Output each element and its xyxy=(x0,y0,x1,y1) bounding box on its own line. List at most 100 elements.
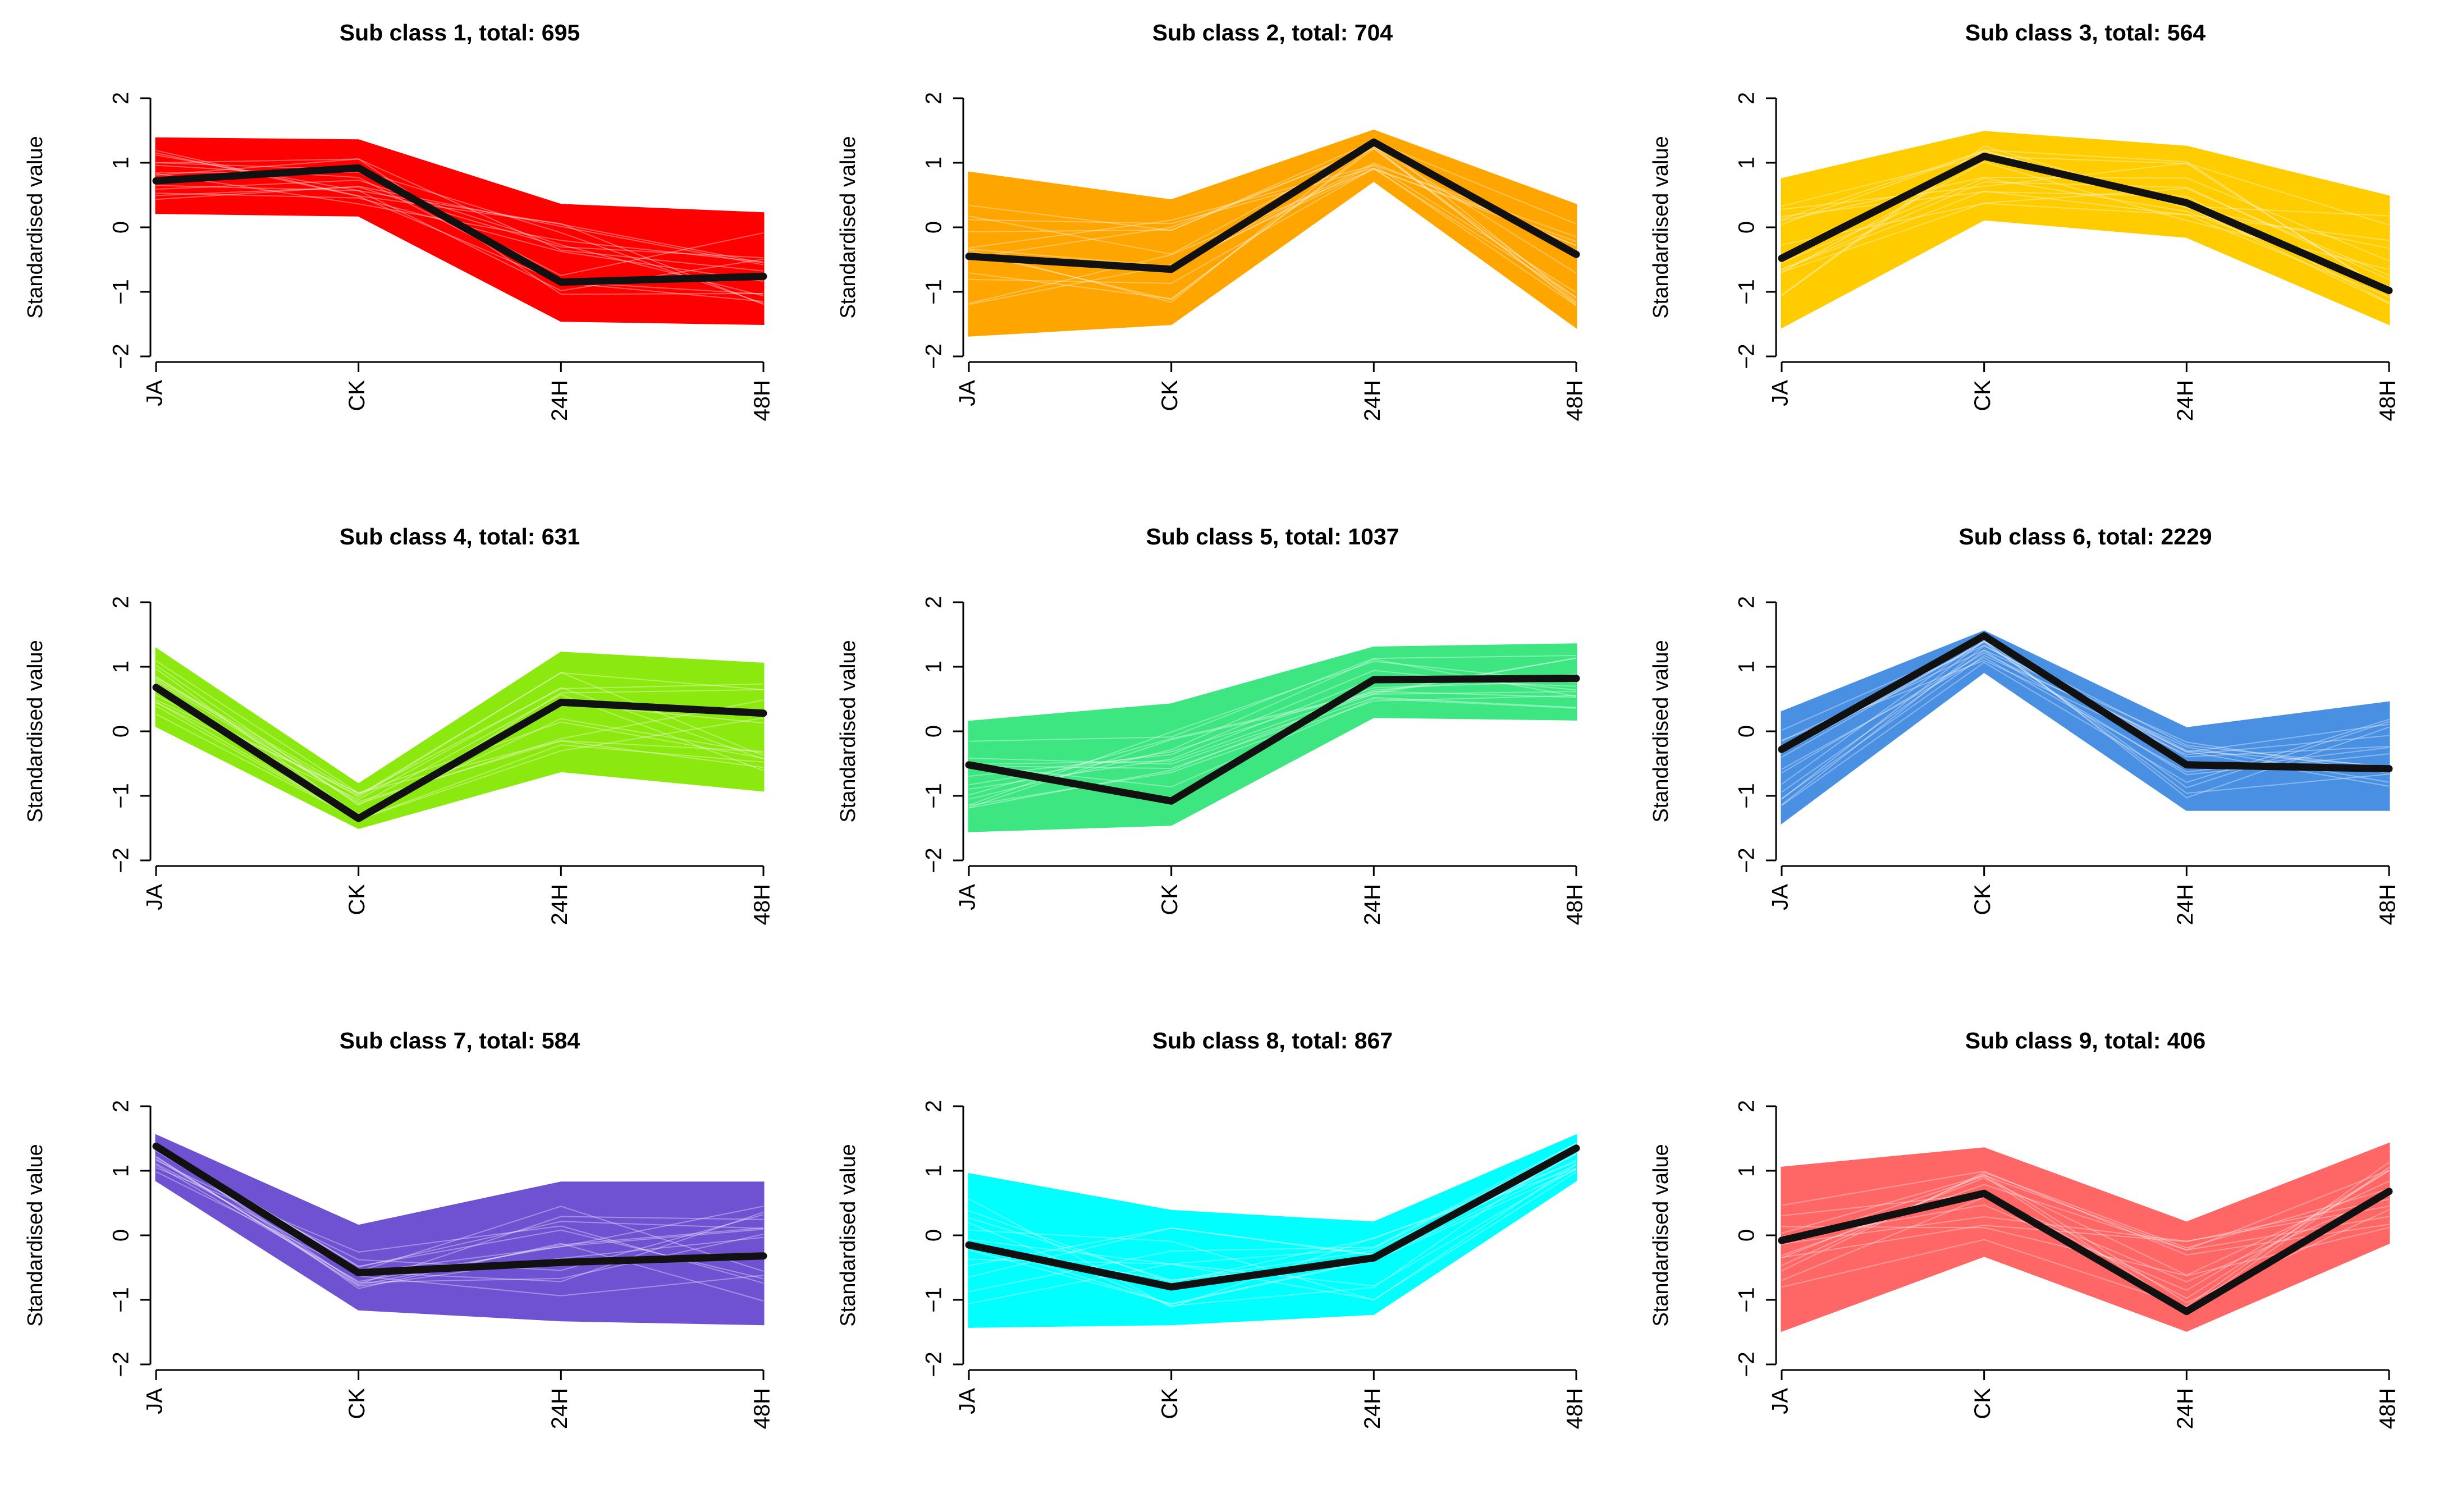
profile-line xyxy=(155,672,764,798)
x-tick-label: 48H xyxy=(1563,380,1587,421)
profile-line xyxy=(1781,203,2390,297)
chart-title: Sub class 1, total: 695 xyxy=(340,20,580,45)
chart-panel-2: Sub class 2, total: 704 Standardised valu… xyxy=(813,0,1626,504)
profile-line xyxy=(1781,149,2390,296)
y-tick-label: −2 xyxy=(922,847,946,873)
profile-line xyxy=(968,148,1577,304)
x-tick-label: CK xyxy=(1157,380,1182,411)
profile-line xyxy=(1781,190,2390,271)
y-tick-label: −2 xyxy=(922,343,946,369)
y-tick-label: −1 xyxy=(109,1287,134,1313)
profile-line xyxy=(968,691,1577,808)
profile-line xyxy=(155,180,764,297)
chart-svg: Sub class 2, total: 704 Standardised valu… xyxy=(836,20,1587,421)
y-axis-label: Standardised value xyxy=(836,1144,860,1326)
x-tick-label: 48H xyxy=(750,884,775,925)
y-tick-label: 1 xyxy=(109,661,134,673)
profile-line xyxy=(968,164,1577,294)
x-tick-label: 24H xyxy=(1360,380,1385,421)
x-tick-label: 24H xyxy=(547,1388,572,1429)
centroid-line xyxy=(152,684,767,822)
profile-line xyxy=(155,1156,764,1287)
profile-line xyxy=(1781,1170,2390,1256)
y-tick-label: −2 xyxy=(109,343,134,369)
y-axis-label: Standardised value xyxy=(24,136,47,318)
y-axis-label: Standardised value xyxy=(24,1144,47,1326)
profile-line xyxy=(1781,187,2390,276)
profile-line xyxy=(155,677,764,795)
profile-line xyxy=(968,138,1577,303)
profile-line xyxy=(155,676,764,805)
x-tick-label: 24H xyxy=(2173,1388,2198,1429)
profile-line xyxy=(155,1171,764,1273)
y-tick-label: −1 xyxy=(1735,783,1759,809)
y-tick-label: 0 xyxy=(109,221,134,233)
chart-title: Sub class 4, total: 631 xyxy=(340,524,580,549)
x-tick-label: CK xyxy=(345,884,369,915)
profile-band xyxy=(968,129,1577,337)
x-tick-label: CK xyxy=(1970,380,1995,411)
y-tick-label: −2 xyxy=(1735,343,1759,369)
chart-svg: Sub class 1, total: 695 Standardised valu… xyxy=(24,20,775,421)
chart-svg: Sub class 3, total: 564 Standardised valu… xyxy=(1649,20,2400,421)
x-tick-label: CK xyxy=(1157,1388,1182,1419)
y-axis-label: Standardised value xyxy=(24,640,47,822)
chart-svg: Sub class 5, total: 1037 Standardised val… xyxy=(836,524,1587,925)
chart-panel-3: Sub class 3, total: 564 Standardised valu… xyxy=(1626,0,2438,504)
profile-line xyxy=(155,699,764,794)
y-tick-label: −2 xyxy=(922,1351,946,1377)
profile-line xyxy=(968,168,1577,284)
x-tick-label: 48H xyxy=(750,380,775,421)
profile-line xyxy=(968,162,1577,305)
profile-line xyxy=(155,713,764,821)
chart-svg: Sub class 6, total: 2229 Standardised val… xyxy=(1649,524,2400,925)
chart-panel-1: Sub class 1, total: 695 Standardised valu… xyxy=(0,0,813,504)
chart-panel-7: Sub class 7, total: 584 Standardised valu… xyxy=(0,1008,813,1512)
centroid-line xyxy=(965,1144,1580,1291)
profile-line xyxy=(1781,162,2390,226)
profile-line xyxy=(968,657,1577,796)
profile-line xyxy=(1781,1170,2390,1299)
y-tick-label: −2 xyxy=(109,1351,134,1377)
y-tick-label: −1 xyxy=(1735,279,1759,305)
profile-line xyxy=(155,680,764,803)
y-tick-label: −2 xyxy=(109,847,134,873)
x-tick-label: JA xyxy=(1768,1388,1793,1414)
profile-line xyxy=(968,661,1577,806)
profile-line xyxy=(155,701,764,821)
y-axis-label: Standardised value xyxy=(1649,640,1673,822)
chart-svg: Sub class 4, total: 631 Standardised valu… xyxy=(24,524,775,925)
x-tick-label: 24H xyxy=(547,884,572,925)
centroid-line xyxy=(965,675,1580,805)
y-tick-label: 2 xyxy=(922,596,946,608)
chart-title: Sub class 9, total: 406 xyxy=(1965,1028,2205,1053)
x-tick-label: 24H xyxy=(1360,884,1385,925)
y-tick-label: 0 xyxy=(109,1229,134,1241)
chart-title: Sub class 7, total: 584 xyxy=(340,1028,580,1053)
y-tick-label: 0 xyxy=(1735,1229,1759,1241)
y-tick-label: 2 xyxy=(1735,92,1759,104)
profile-line xyxy=(968,654,1577,742)
x-tick-label: 48H xyxy=(750,1388,775,1429)
profile-line xyxy=(1781,181,2390,281)
x-tick-label: JA xyxy=(143,884,167,910)
centroid-line xyxy=(152,164,767,286)
profile-line xyxy=(1781,657,2390,773)
profile-band xyxy=(968,1134,1577,1328)
profile-line xyxy=(968,148,1577,300)
y-tick-label: −1 xyxy=(109,783,134,809)
chart-panel-8: Sub class 8, total: 867 Standardised valu… xyxy=(813,1008,1626,1512)
y-tick-label: 2 xyxy=(922,92,946,104)
profile-line xyxy=(155,162,764,304)
profile-line xyxy=(155,158,764,272)
x-tick-label: JA xyxy=(143,380,167,406)
profile-line xyxy=(1781,659,2390,755)
x-tick-label: JA xyxy=(955,884,980,910)
profile-line xyxy=(1781,155,2390,293)
x-tick-label: CK xyxy=(345,1388,369,1419)
x-tick-label: CK xyxy=(1970,1388,1995,1419)
y-tick-label: 0 xyxy=(922,725,946,737)
y-tick-label: 1 xyxy=(1735,1165,1759,1177)
y-tick-label: −2 xyxy=(1735,847,1759,873)
profile-line xyxy=(1781,640,2390,768)
